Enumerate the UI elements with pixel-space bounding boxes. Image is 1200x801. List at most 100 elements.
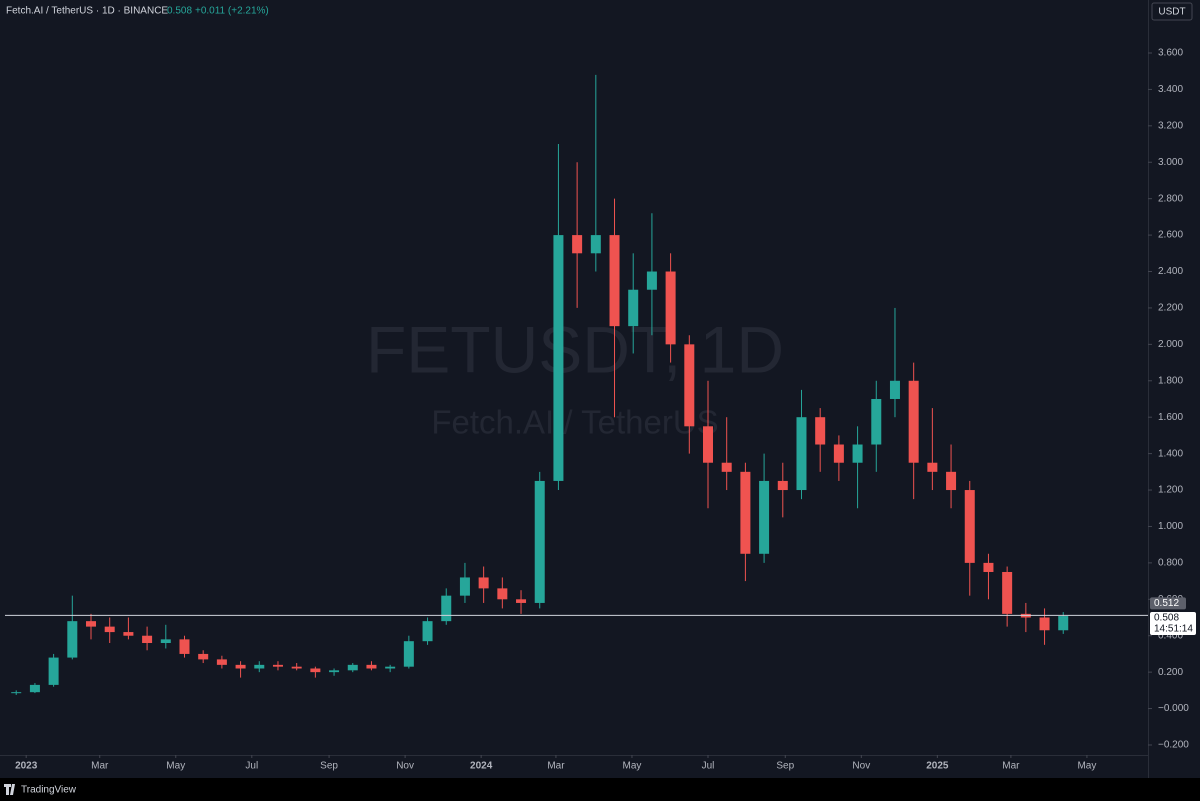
y-tick-label: 1.400 bbox=[1158, 448, 1183, 459]
candle-body bbox=[852, 444, 863, 463]
candle-body bbox=[123, 632, 134, 636]
y-tick-label: 1.600 bbox=[1158, 412, 1183, 423]
y-tick-label: 0.200 bbox=[1158, 667, 1183, 678]
candle-body bbox=[815, 417, 826, 445]
last-price-badge bbox=[1150, 612, 1196, 636]
last-price-label: 0.508 bbox=[1154, 613, 1179, 624]
header-change: +0.011 (+2.21%) bbox=[195, 6, 269, 17]
candle-body bbox=[534, 480, 545, 603]
watermark: FETUSDT, 1D bbox=[366, 312, 784, 386]
candle-body bbox=[403, 641, 414, 667]
candle-body bbox=[1039, 617, 1050, 631]
candle-body bbox=[29, 684, 40, 693]
candle-body bbox=[609, 235, 620, 327]
candle-body bbox=[366, 664, 377, 669]
y-tick-label: 2.200 bbox=[1158, 303, 1183, 314]
x-tick-label: Sep bbox=[320, 761, 338, 772]
candle-body bbox=[553, 235, 564, 481]
x-tick-label: 2025 bbox=[926, 761, 949, 772]
candle-body bbox=[721, 462, 732, 472]
candle-body bbox=[740, 471, 751, 554]
candle-body bbox=[422, 621, 433, 642]
candle-body bbox=[646, 271, 657, 290]
candle-body bbox=[142, 635, 153, 644]
candle-body bbox=[572, 235, 583, 254]
price-line-badge bbox=[1150, 597, 1186, 610]
x-tick-label: May bbox=[166, 761, 185, 772]
y-tick-label: 0.400 bbox=[1158, 630, 1183, 641]
x-tick-label: Mar bbox=[547, 761, 565, 772]
symbol-title: Fetch.AI / TetherUS · 1D · BINANCE bbox=[6, 6, 168, 17]
y-tick-label: 3.400 bbox=[1158, 84, 1183, 95]
candle-body bbox=[272, 664, 283, 667]
candle-body bbox=[871, 398, 882, 445]
watermark-subtitle: Fetch.AI / TetherUS bbox=[431, 404, 718, 441]
brand-logo bbox=[4, 784, 15, 795]
candle-body bbox=[347, 664, 358, 671]
candle-body bbox=[198, 653, 209, 660]
candle-body bbox=[48, 657, 59, 685]
currency-label[interactable]: USDT bbox=[1158, 7, 1185, 18]
y-tick-label: 1.800 bbox=[1158, 375, 1183, 386]
candle-body bbox=[11, 692, 22, 694]
candle-body bbox=[235, 664, 246, 669]
y-tick-label: −0.000 bbox=[1158, 703, 1189, 714]
candle-body bbox=[216, 659, 227, 665]
candle-body bbox=[385, 666, 396, 669]
candle-body bbox=[777, 480, 788, 491]
y-tick-label: 2.400 bbox=[1158, 266, 1183, 277]
x-tick-label: Jul bbox=[702, 761, 715, 772]
y-tick-label: 2.600 bbox=[1158, 230, 1183, 241]
candle-body bbox=[104, 626, 115, 633]
brand-name: TradingView bbox=[21, 785, 77, 796]
candle-body bbox=[310, 668, 321, 673]
plot-area bbox=[11, 74, 1069, 695]
watermark-group: FETUSDT, 1D Fetch.AI / TetherUS bbox=[366, 312, 784, 440]
candle-body bbox=[254, 664, 265, 669]
y-tick-label: 1.200 bbox=[1158, 485, 1183, 496]
x-tick-label: Mar bbox=[91, 761, 109, 772]
candle-body bbox=[590, 235, 601, 254]
x-tick-label: May bbox=[623, 761, 642, 772]
candle-body bbox=[665, 271, 676, 345]
x-tick-label: 2024 bbox=[470, 761, 493, 772]
candle-body bbox=[441, 595, 452, 622]
y-tick-label: −0.200 bbox=[1158, 740, 1189, 751]
candle-body bbox=[459, 577, 470, 596]
candle-body bbox=[86, 621, 97, 627]
y-tick-label: 2.800 bbox=[1158, 193, 1183, 204]
candle-body bbox=[833, 444, 844, 463]
countdown: 14:51:14 bbox=[1154, 624, 1193, 635]
candle-body bbox=[160, 639, 171, 644]
x-tick-label: May bbox=[1077, 761, 1096, 772]
candle-body bbox=[329, 670, 340, 673]
x-tick-label: Mar bbox=[1002, 761, 1020, 772]
candle-body bbox=[927, 462, 938, 472]
y-tick-label: 3.600 bbox=[1158, 48, 1183, 59]
x-tick-label: Nov bbox=[396, 761, 414, 772]
x-tick-label: 2023 bbox=[15, 761, 38, 772]
header-price: 0.508 bbox=[167, 6, 192, 17]
candle-body bbox=[179, 639, 190, 654]
candle-body bbox=[703, 426, 714, 463]
candle-body bbox=[796, 417, 807, 491]
y-tick-label: 3.200 bbox=[1158, 120, 1183, 131]
candle-body bbox=[908, 380, 919, 463]
x-tick-label: Sep bbox=[776, 761, 794, 772]
price-line-label: 0.512 bbox=[1154, 598, 1179, 609]
candle-body bbox=[497, 588, 508, 600]
candle-body bbox=[684, 344, 695, 427]
candle-body bbox=[964, 490, 975, 563]
candle-body bbox=[946, 471, 957, 491]
candle-body bbox=[889, 380, 900, 399]
candle-body bbox=[628, 289, 639, 327]
candle-body bbox=[1058, 616, 1069, 631]
y-tick-label: 2.000 bbox=[1158, 339, 1183, 350]
y-tick-label: 3.000 bbox=[1158, 157, 1183, 168]
candle-body bbox=[478, 577, 489, 589]
currency-badge[interactable] bbox=[1151, 2, 1193, 21]
x-tick-label: Nov bbox=[852, 761, 870, 772]
